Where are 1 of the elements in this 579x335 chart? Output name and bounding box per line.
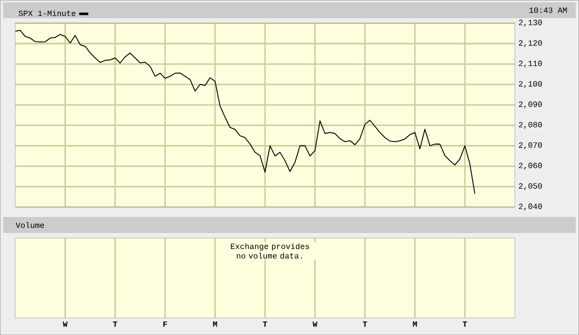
line-series xyxy=(15,30,476,194)
